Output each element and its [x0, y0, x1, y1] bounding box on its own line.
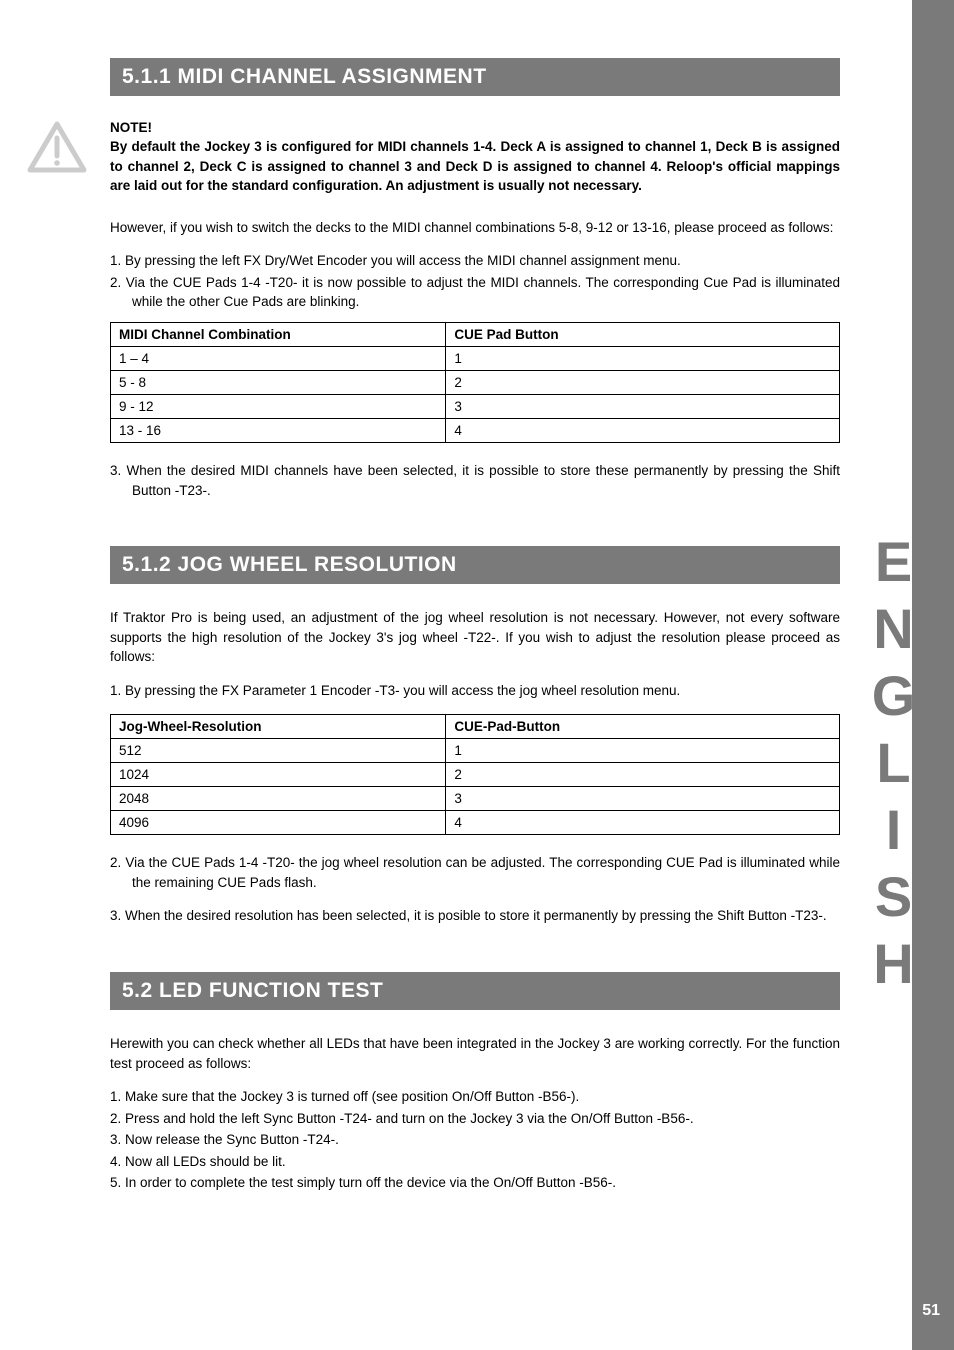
table-header: CUE Pad Button — [446, 322, 840, 346]
paragraph: Herewith you can check whether all LEDs … — [110, 1034, 840, 1073]
table-cell: 13 - 16 — [111, 418, 446, 442]
table-header: CUE-Pad-Button — [446, 715, 840, 739]
page-number: 51 — [922, 1302, 940, 1320]
list-item: 3. Now release the Sync Button -T24-. — [110, 1130, 840, 1150]
paragraph: However, if you wish to switch the decks… — [110, 218, 840, 238]
table-cell: 3 — [446, 394, 840, 418]
section-header-led: 5.2 LED FUNCTION TEST — [110, 972, 840, 1010]
list-item: 2. Press and hold the left Sync Button -… — [110, 1109, 840, 1129]
jog-wheel-table: Jog-Wheel-Resolution CUE-Pad-Button 5121… — [110, 714, 840, 835]
list-item: 3. When the desired resolution has been … — [110, 906, 840, 926]
list-item: 1. Make sure that the Jockey 3 is turned… — [110, 1087, 840, 1107]
table-cell: 5 - 8 — [111, 370, 446, 394]
table-cell: 3 — [446, 787, 840, 811]
table-cell: 4096 — [111, 811, 446, 835]
table-cell: 1024 — [111, 763, 446, 787]
table-cell: 1 — [446, 346, 840, 370]
table-cell: 512 — [111, 739, 446, 763]
note-label: NOTE! — [110, 120, 840, 135]
list-item: 4. Now all LEDs should be lit. — [110, 1152, 840, 1172]
table-header: MIDI Channel Combination — [111, 322, 446, 346]
table-cell: 1 – 4 — [111, 346, 446, 370]
table-cell: 9 - 12 — [111, 394, 446, 418]
table-cell: 4 — [446, 811, 840, 835]
section-header-jog: 5.1.2 JOG WHEEL RESOLUTION — [110, 546, 840, 584]
table-cell: 2048 — [111, 787, 446, 811]
list-item: 2. Via the CUE Pads 1-4 -T20- the jog wh… — [110, 853, 840, 892]
list-item: 2. Via the CUE Pads 1-4 -T20- it is now … — [110, 273, 840, 312]
vertical-language-label: ENGLISH — [861, 530, 926, 999]
section-header-midi: 5.1.1 MIDI CHANNEL ASSIGNMENT — [110, 58, 840, 96]
table-cell: 2 — [446, 763, 840, 787]
list-item: 1. By pressing the FX Parameter 1 Encode… — [110, 681, 840, 701]
warning-icon — [26, 120, 88, 176]
midi-channel-table: MIDI Channel Combination CUE Pad Button … — [110, 322, 840, 443]
paragraph: If Traktor Pro is being used, an adjustm… — [110, 608, 840, 667]
list-item: 5. In order to complete the test simply … — [110, 1173, 840, 1193]
table-cell: 4 — [446, 418, 840, 442]
list-item: 3. When the desired MIDI channels have b… — [110, 461, 840, 500]
table-header: Jog-Wheel-Resolution — [111, 715, 446, 739]
note-text: By default the Jockey 3 is configured fo… — [110, 137, 840, 196]
table-cell: 2 — [446, 370, 840, 394]
list-item: 1. By pressing the left FX Dry/Wet Encod… — [110, 251, 840, 271]
note-block: NOTE! By default the Jockey 3 is configu… — [110, 120, 840, 196]
table-cell: 1 — [446, 739, 840, 763]
page-content: 5.1.1 MIDI CHANNEL ASSIGNMENT NOTE! By d… — [110, 58, 840, 1195]
